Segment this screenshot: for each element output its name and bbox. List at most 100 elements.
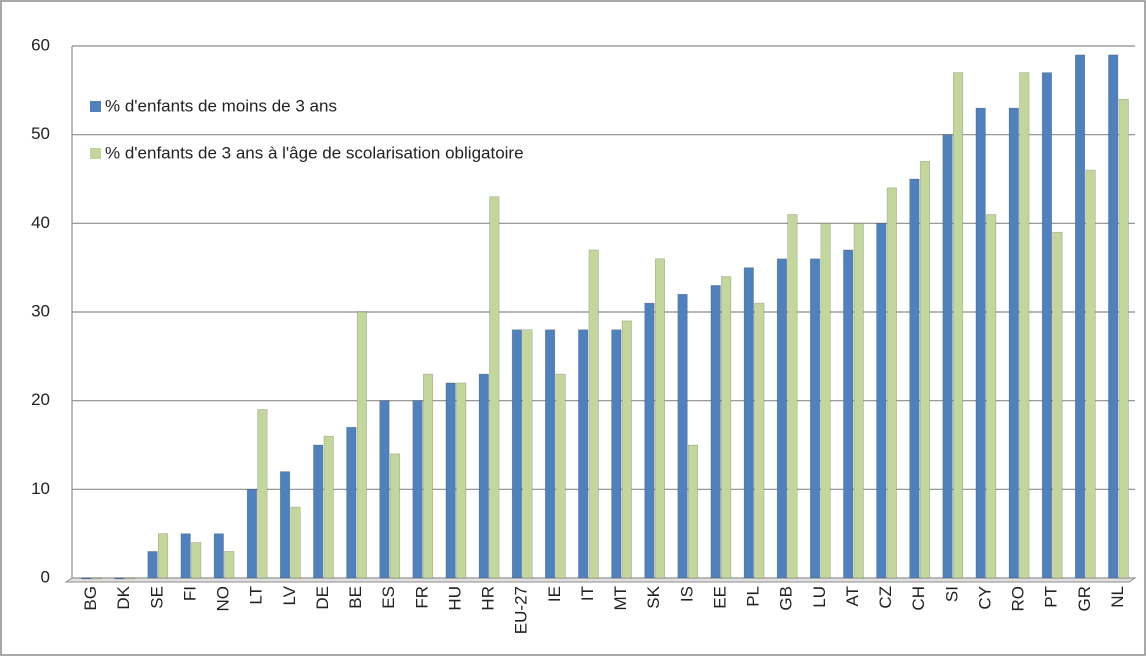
bar — [919, 160, 930, 579]
bar — [1108, 54, 1119, 579]
x-tick-label: CH — [909, 586, 928, 611]
x-tick-label: SE — [147, 586, 166, 609]
legend-swatch — [90, 101, 101, 112]
bar — [1041, 72, 1052, 579]
y-tick-label: 20 — [31, 390, 50, 409]
bar — [776, 258, 787, 579]
bar — [213, 533, 224, 579]
bar — [578, 329, 589, 579]
x-tick-label: DK — [114, 585, 133, 609]
x-tick-label: ES — [379, 586, 398, 609]
bar — [191, 542, 202, 579]
x-tick-label: IT — [578, 586, 597, 601]
bar — [853, 223, 864, 579]
x-tick-label: NO — [214, 586, 233, 612]
bar — [843, 249, 854, 579]
y-tick-label: 10 — [31, 479, 50, 498]
bar — [876, 223, 887, 579]
legend-swatch — [90, 148, 101, 159]
bar — [124, 577, 135, 580]
y-tick-label: 60 — [31, 35, 50, 54]
bar — [975, 107, 986, 579]
legend-label: % d'enfants de moins de 3 ans — [105, 96, 337, 115]
x-tick-label: GB — [777, 586, 796, 611]
x-tick-label: LT — [247, 586, 266, 605]
x-tick-label: SK — [644, 585, 663, 608]
bar — [478, 373, 489, 579]
x-tick-label: RO — [1009, 586, 1028, 612]
bar — [810, 258, 821, 579]
bar — [445, 382, 456, 579]
bar — [456, 382, 467, 579]
bar — [710, 285, 721, 579]
bar — [379, 400, 390, 579]
bar — [820, 223, 831, 579]
x-tick-label: IS — [677, 586, 696, 602]
bar — [280, 471, 291, 579]
y-tick-label: 50 — [31, 124, 50, 143]
bar — [346, 426, 357, 579]
bar — [621, 320, 632, 579]
bar — [114, 577, 125, 580]
bar — [290, 506, 301, 579]
bar — [522, 329, 533, 579]
x-tick-label: SI — [942, 586, 961, 602]
bar — [158, 533, 169, 579]
bar — [1019, 72, 1030, 579]
bar — [1118, 98, 1129, 579]
bar — [588, 249, 599, 579]
bar — [257, 409, 268, 579]
floor — [64, 577, 1137, 583]
x-tick-label: LV — [280, 585, 299, 605]
x-tick-label: IE — [545, 586, 564, 602]
x-tick-label: LU — [810, 586, 829, 608]
x-tick-label: MT — [611, 586, 630, 611]
x-tick-label: EU-27 — [512, 586, 531, 634]
x-tick-label: HU — [445, 586, 464, 611]
x-tick-label: PT — [1042, 586, 1061, 608]
x-tick-label: EE — [710, 586, 729, 609]
bar — [953, 72, 964, 579]
bar — [644, 302, 655, 579]
bar — [1052, 231, 1063, 579]
y-tick-label: 0 — [41, 567, 50, 586]
x-tick-label: HR — [479, 586, 498, 611]
x-tick-label: FI — [180, 586, 199, 601]
x-tick-label: AT — [843, 586, 862, 606]
bar — [1008, 107, 1019, 579]
x-tick-label: CZ — [876, 586, 895, 609]
x-tick-label: CY — [975, 586, 994, 610]
bar — [909, 178, 920, 579]
bar — [313, 444, 324, 579]
legend-label: % d'enfants de 3 ans à l'âge de scolaris… — [105, 143, 524, 162]
bar — [356, 311, 367, 579]
bar — [986, 214, 997, 579]
y-tick-label: 40 — [31, 213, 50, 232]
y-tick-label: 30 — [31, 301, 50, 320]
bar — [1085, 169, 1096, 579]
bar — [942, 134, 953, 579]
bar — [224, 551, 235, 579]
x-tick-label: NL — [1108, 586, 1127, 608]
bar — [654, 258, 665, 579]
bar — [147, 551, 158, 579]
bar — [688, 444, 699, 579]
bar — [91, 577, 102, 580]
x-tick-label: PL — [744, 586, 763, 607]
bar — [412, 400, 423, 579]
bar — [743, 267, 754, 579]
x-tick-label: FR — [412, 586, 431, 609]
bar — [489, 196, 500, 579]
bar — [611, 329, 622, 579]
bar — [246, 489, 257, 579]
bar — [886, 187, 897, 579]
bar — [555, 373, 566, 579]
bar — [423, 373, 434, 579]
bar — [389, 453, 400, 579]
bar — [677, 293, 688, 579]
x-tick-label: BG — [81, 586, 100, 611]
bar — [323, 435, 334, 579]
bar — [545, 329, 556, 579]
bar — [180, 533, 191, 579]
